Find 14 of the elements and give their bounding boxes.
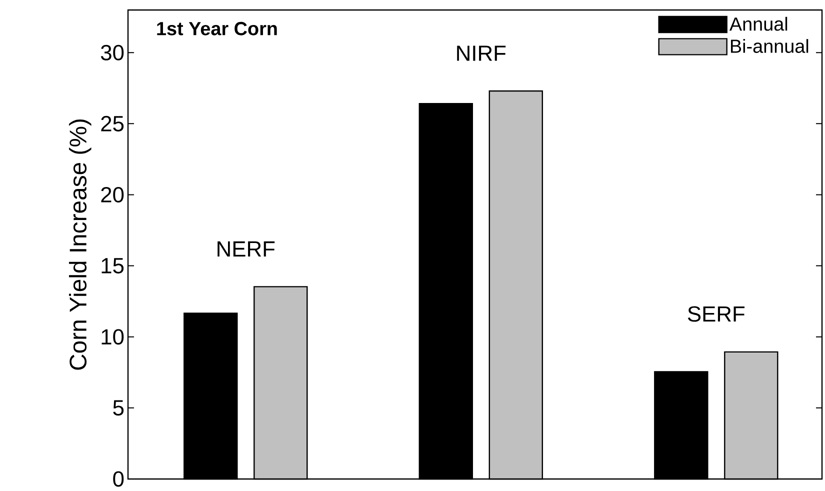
y-tick-label: 25	[101, 116, 124, 132]
legend-label: Bi-annual	[730, 39, 808, 53]
y-tick-label: 10	[102, 329, 124, 345]
x-tick-label: SERF	[688, 306, 744, 322]
y-tick-label: 0	[113, 471, 124, 487]
x-tick-label: NERF	[218, 241, 275, 256]
y-tick-label: 5	[113, 400, 124, 416]
x-tick-label: NIRF	[457, 46, 506, 61]
y-tick-label: 20	[101, 186, 124, 203]
y-tick-label: 30	[100, 44, 124, 60]
chart-title: 1st Year Corn	[157, 22, 277, 36]
y-tick-label: 15	[102, 258, 124, 274]
y-axis-title: Corn Yield Increase (%)	[68, 120, 92, 370]
legend-label: Annual	[729, 16, 788, 31]
